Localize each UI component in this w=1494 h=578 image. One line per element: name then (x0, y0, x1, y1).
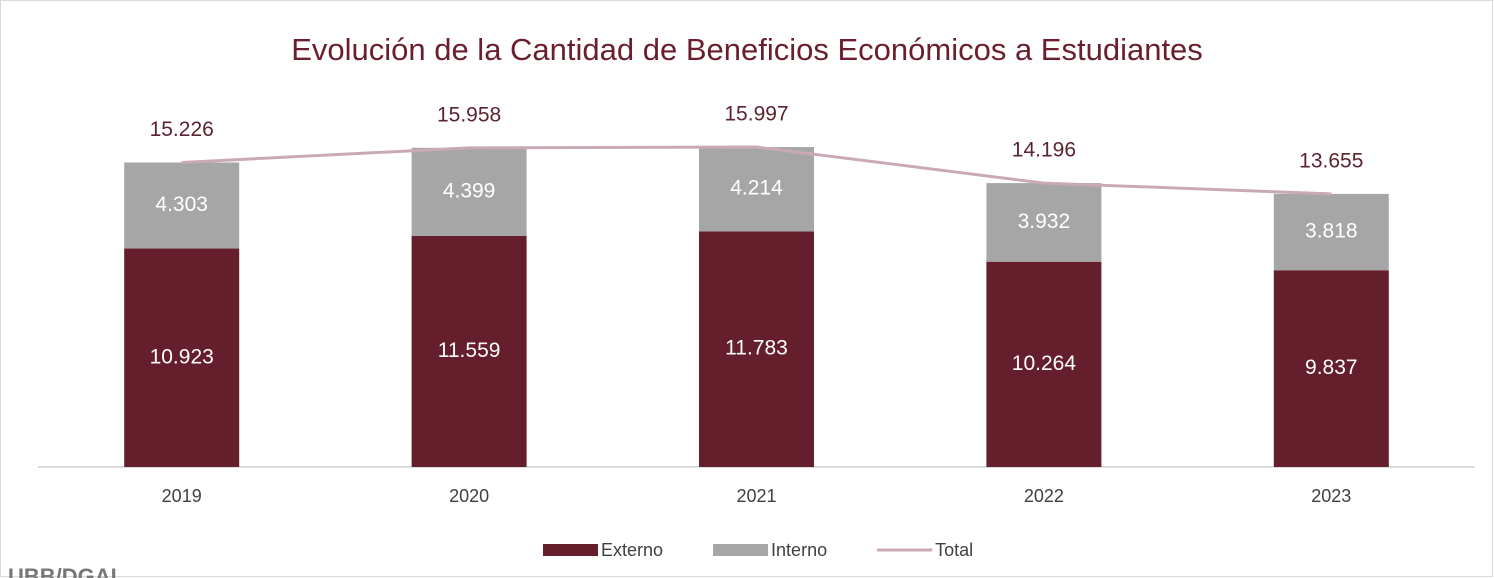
bar-segment (1273, 270, 1389, 467)
data-label: 9.837 (1305, 356, 1358, 379)
bar-segment (124, 248, 240, 467)
data-label: 3.932 (1018, 210, 1071, 233)
footer-logo: UBB/DGAI (8, 564, 117, 578)
data-label: 3.818 (1305, 220, 1358, 243)
total-label: 13.655 (1299, 149, 1363, 172)
data-label: 10.923 (150, 345, 214, 368)
x-tick-label: 2020 (449, 486, 489, 506)
data-label: 11.559 (438, 339, 501, 362)
data-label: 10.264 (1012, 352, 1077, 375)
x-tick-label: 2023 (1311, 486, 1351, 506)
data-label: 4.399 (443, 179, 496, 202)
total-line (181, 145, 1332, 196)
x-tick-label: 2021 (736, 486, 776, 506)
total-label: 15.958 (437, 103, 501, 126)
x-tick-label: 2019 (162, 486, 202, 506)
legend-swatch (543, 544, 598, 556)
bar-segment (699, 147, 814, 232)
legend-label: Externo (601, 540, 663, 560)
bar-segment (986, 261, 1102, 467)
bar-segment (986, 183, 1102, 262)
legend-swatch (713, 544, 769, 556)
bar-segment (124, 162, 240, 249)
bar-segment (411, 147, 527, 236)
x-tick-label: 2022 (1024, 486, 1064, 506)
total-label: 15.226 (150, 118, 214, 141)
total-label: 14.196 (1012, 139, 1076, 162)
bar-segment (1273, 193, 1389, 271)
data-label: 4.214 (730, 177, 783, 200)
bar-segment (411, 235, 527, 467)
data-label: 11.783 (725, 337, 788, 360)
legend-label: Interno (771, 540, 827, 560)
chart-title: Evolución de la Cantidad de Beneficios E… (291, 32, 1203, 67)
bar-segment (699, 231, 814, 467)
legend-label: Total (935, 540, 973, 560)
total-label: 15.997 (724, 103, 788, 126)
data-label: 4.303 (155, 193, 208, 216)
